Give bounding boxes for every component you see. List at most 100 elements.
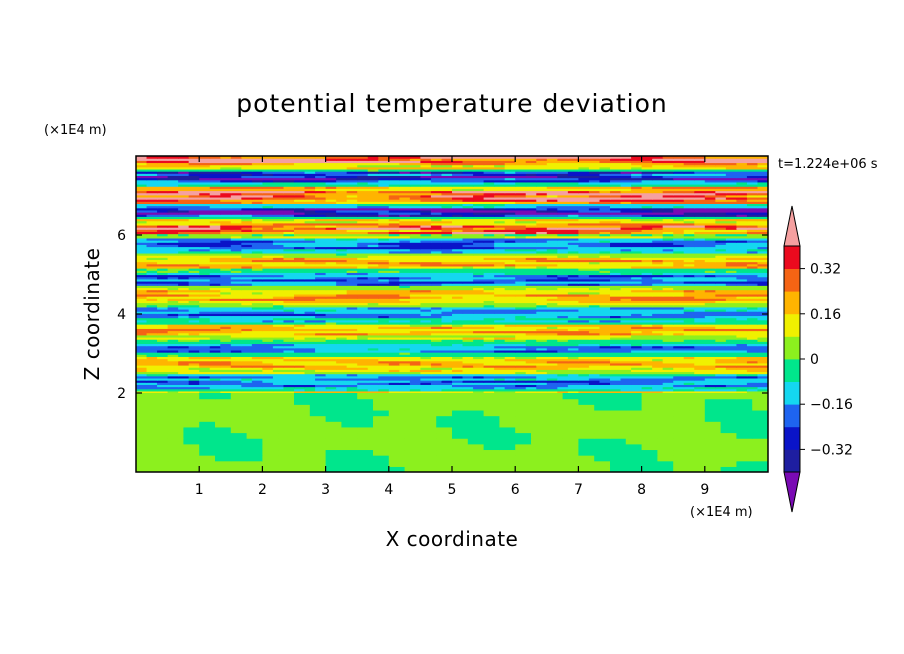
heatmap-cell [304, 291, 316, 295]
heatmap-cell [367, 304, 379, 308]
heatmap-cell [494, 220, 506, 224]
heatmap-cell [251, 364, 263, 368]
heatmap-cell [673, 224, 685, 228]
heatmap-cell [188, 349, 200, 353]
heatmap-cell [567, 237, 579, 241]
heatmap-cell [494, 296, 506, 299]
heatmap-cell [588, 304, 601, 308]
heatmap-cell [430, 373, 443, 377]
heatmap-cell [557, 386, 569, 390]
heatmap-cell [367, 377, 379, 381]
heatmap-cell [230, 244, 242, 248]
heatmap-cell [662, 317, 674, 321]
heatmap-cell [188, 375, 200, 379]
heatmap-cell [588, 360, 601, 364]
heatmap-cell [283, 311, 295, 314]
heatmap-cell [136, 321, 148, 325]
heatmap-cell [336, 360, 348, 364]
heatmap-cell [357, 317, 369, 321]
heatmap-cell [515, 257, 527, 261]
heatmap-cell [473, 371, 485, 375]
heatmap-cell [409, 343, 421, 347]
heatmap-cell [188, 278, 200, 282]
heatmap-cell [473, 248, 485, 252]
heatmap-cell [272, 347, 285, 351]
heatmap-cell [409, 227, 421, 230]
heatmap-cell [599, 354, 611, 357]
heatmap-cell [546, 229, 558, 232]
heatmap-cell [536, 345, 548, 349]
heatmap-cell [557, 248, 569, 252]
heatmap-cell [315, 356, 327, 360]
heatmap-cell [357, 272, 369, 276]
heatmap-cell [209, 263, 221, 267]
heatmap-cell [283, 268, 295, 271]
heatmap-cell [673, 380, 685, 383]
heatmap-cell [388, 246, 400, 250]
heatmap-cell [294, 227, 306, 230]
heatmap-cell [452, 300, 464, 304]
heatmap-cell [462, 388, 474, 392]
heatmap-cell [357, 276, 369, 280]
heatmap-cell [757, 274, 768, 278]
heatmap-cell [673, 287, 685, 291]
heatmap-cell [483, 261, 495, 265]
heatmap-cell [409, 364, 421, 368]
heatmap-cell [315, 373, 327, 377]
heatmap-cell [441, 276, 453, 280]
heatmap-cell [673, 227, 685, 230]
heatmap-cell [704, 257, 716, 261]
heatmap-cell [199, 242, 211, 245]
heatmap-cell [494, 214, 506, 217]
heatmap-cell [167, 386, 179, 390]
heatmap-cell [694, 317, 706, 321]
heatmap-cell [725, 304, 737, 308]
heatmap-cell [694, 285, 706, 289]
heatmap-cell [399, 287, 411, 291]
heatmap-cell [557, 343, 569, 347]
heatmap-cell [262, 347, 274, 351]
heatmap-cell [325, 278, 337, 282]
heatmap-cell [504, 371, 516, 375]
heatmap-cell [209, 272, 221, 276]
heatmap-cell [146, 349, 158, 353]
heatmap-cell [715, 380, 727, 383]
heatmap-cell [346, 244, 358, 248]
heatmap-cell [441, 375, 453, 379]
heatmap-cell [725, 280, 737, 284]
heatmap-cell [452, 274, 464, 278]
heatmap-cell [272, 330, 285, 334]
heatmap-cell [336, 233, 348, 237]
heatmap-cell [346, 311, 358, 314]
heatmap-cell [136, 291, 148, 295]
heatmap-cell [241, 265, 253, 269]
heatmap-cell [420, 386, 432, 390]
heatmap-cell [536, 278, 548, 282]
heatmap-cell [536, 224, 548, 228]
heatmap-cell [262, 377, 274, 381]
heatmap-cell [336, 227, 348, 230]
heatmap-cell [304, 252, 316, 256]
heatmap-cell [199, 336, 211, 340]
heatmap-cell [388, 261, 400, 265]
heatmap-cell [388, 328, 400, 332]
heatmap-cell [399, 233, 411, 237]
heatmap-cell [620, 231, 632, 235]
heatmap-cell [452, 390, 464, 394]
heatmap-cell [388, 216, 400, 220]
heatmap-cell [704, 283, 716, 286]
heatmap-cell [262, 231, 274, 235]
heatmap-cell [525, 356, 537, 360]
heatmap-cell [136, 317, 148, 321]
heatmap-cell [704, 227, 716, 230]
heatmap-cell [694, 263, 706, 267]
heatmap-cell [746, 332, 759, 336]
heatmap-cell [388, 259, 400, 263]
heatmap-cell [251, 252, 263, 256]
heatmap-cell [694, 384, 706, 388]
heatmap-cell [694, 265, 706, 269]
heatmap-cell [610, 347, 622, 351]
heatmap-cell [610, 367, 622, 370]
heatmap-cell [315, 339, 327, 342]
heatmap-cell [715, 369, 727, 373]
